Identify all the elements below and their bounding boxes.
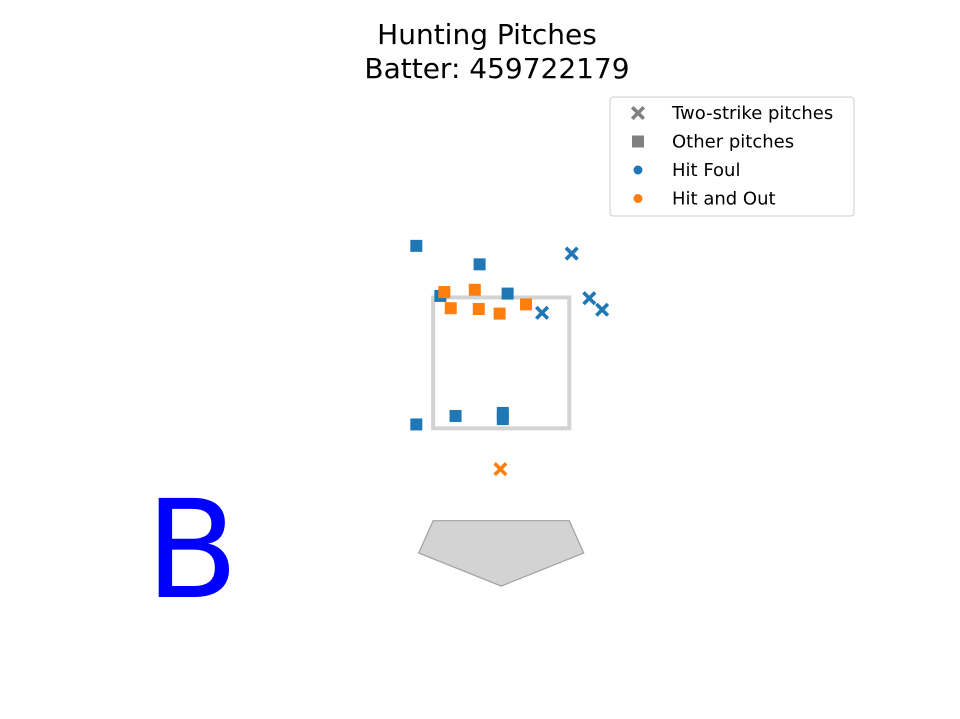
pitch-point-hit-and-out-other	[493, 307, 506, 320]
pitch-point-hit-foul-two-strike	[595, 302, 610, 317]
pitch-point-hit-foul-two-strike	[564, 246, 579, 261]
pitch-point-hit-foul-other	[501, 287, 514, 300]
legend-label-two-strike-pitches: Two-strike pitches	[671, 103, 833, 124]
legend-marker-two-strike-pitches	[630, 105, 646, 121]
pitch-point-hit-and-out-two-strike	[493, 462, 508, 477]
pitch-point-hit-foul-other	[473, 258, 486, 271]
pitch-point-hit-foul-other	[410, 239, 423, 252]
pitch-point-hit-foul-other	[496, 413, 509, 426]
pitch-point-hit-and-out-other	[520, 298, 533, 311]
chart-title-line-1: Hunting Pitches	[377, 18, 597, 51]
pitch-point-hit-foul-two-strike	[582, 291, 597, 306]
legend-label-other-pitches: Other pitches	[672, 132, 794, 153]
home-plate	[417, 520, 585, 587]
legend-marker-hit-and-out	[633, 194, 643, 203]
pitch-points	[410, 239, 610, 477]
strike-zone	[431, 295, 572, 431]
pitch-point-hit-foul-two-strike	[535, 305, 550, 320]
legend: Two-strike pitches Other pitches Hit Foul H…	[609, 96, 855, 217]
legend-frame	[609, 96, 855, 217]
legend-label-hit-foul: Hit Foul	[672, 160, 740, 181]
pitch-point-hit-foul-other	[410, 418, 423, 431]
legend-marker-other-pitches	[632, 135, 644, 148]
legend-label-hit-and-out: Hit and Out	[672, 189, 776, 210]
pitch-point-hit-foul-other	[449, 409, 462, 422]
pitch-point-hit-and-out-other	[444, 302, 457, 315]
pitch-point-hit-and-out-other	[468, 283, 481, 296]
batter-side-letter: B	[145, 472, 238, 630]
legend-marker-hit-foul	[633, 165, 643, 175]
pitch-point-hit-and-out-other	[438, 286, 451, 299]
chart-title-line-2: Batter: 459722179	[364, 52, 629, 85]
chart-title: Hunting Pitches Batter: 459722179	[364, 18, 629, 85]
pitch-point-hit-and-out-other	[472, 302, 485, 315]
